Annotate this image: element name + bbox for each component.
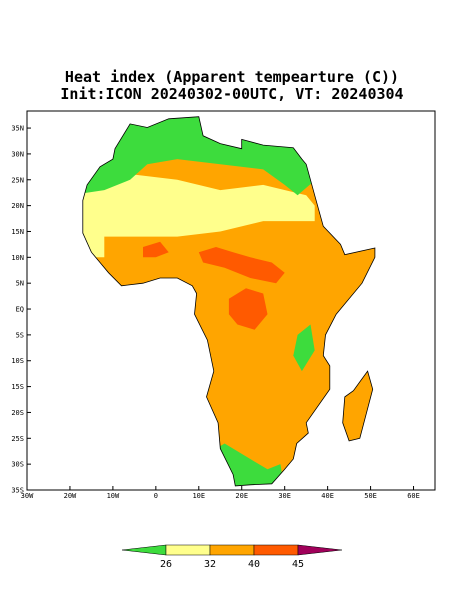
- colorbar: 26 32 40 45: [121, 544, 343, 570]
- title: Heat index (Apparent tempearture (C)): [65, 68, 399, 86]
- colorbar-label: 40: [248, 559, 260, 570]
- y-tick-label: 35S: [11, 487, 24, 495]
- x-tick-label: 20W: [64, 492, 77, 500]
- y-tick-label: 15N: [11, 228, 24, 236]
- zone: [293, 324, 315, 372]
- y-tick-label: EQ: [16, 306, 24, 314]
- y-tick-label: 10N: [11, 254, 24, 262]
- zone: [228, 288, 268, 330]
- y-tick-label: 30S: [11, 461, 24, 469]
- y-tick-label: 25N: [11, 176, 24, 184]
- x-tick-label: 60E: [407, 492, 420, 500]
- x-tick-label: 30E: [278, 492, 291, 500]
- x-tick-label: 0: [154, 492, 158, 500]
- y-tick-label: 30N: [11, 150, 24, 158]
- x-tick-label: 30W: [21, 492, 34, 500]
- x-tick-label: 10W: [107, 492, 120, 500]
- x-tick-label: 20E: [235, 492, 248, 500]
- y-tick-label: 25S: [11, 435, 24, 443]
- subtitle: Init:ICON 20240302-00UTC, VT: 20240304: [60, 85, 403, 103]
- y-tick-label: 20N: [11, 202, 24, 210]
- colorbar-label: 45: [292, 559, 304, 570]
- colorbar-high: [297, 544, 343, 556]
- colorbar-label: 32: [204, 559, 216, 570]
- zone: [143, 241, 169, 258]
- y-tick-label: 20S: [11, 409, 24, 417]
- y-tick-label: 5S: [16, 331, 24, 339]
- x-tick-label: 50E: [364, 492, 377, 500]
- map-frame: [26, 110, 436, 491]
- colorbar-segment: [209, 544, 255, 556]
- y-tick-label: 35N: [11, 125, 24, 133]
- x-tick-label: 10E: [192, 492, 205, 500]
- zone: [198, 247, 285, 284]
- y-tick-label: 10S: [11, 357, 24, 365]
- x-tick-label: 40E: [321, 492, 334, 500]
- y-tick-label: 5N: [16, 280, 24, 288]
- colorbar-segment: [165, 544, 211, 556]
- colorbar-label: 26: [160, 559, 172, 570]
- colorbar-segment: [253, 544, 299, 556]
- y-tick-label: 15S: [11, 383, 24, 391]
- coastline: [82, 116, 376, 487]
- zone: [82, 174, 315, 237]
